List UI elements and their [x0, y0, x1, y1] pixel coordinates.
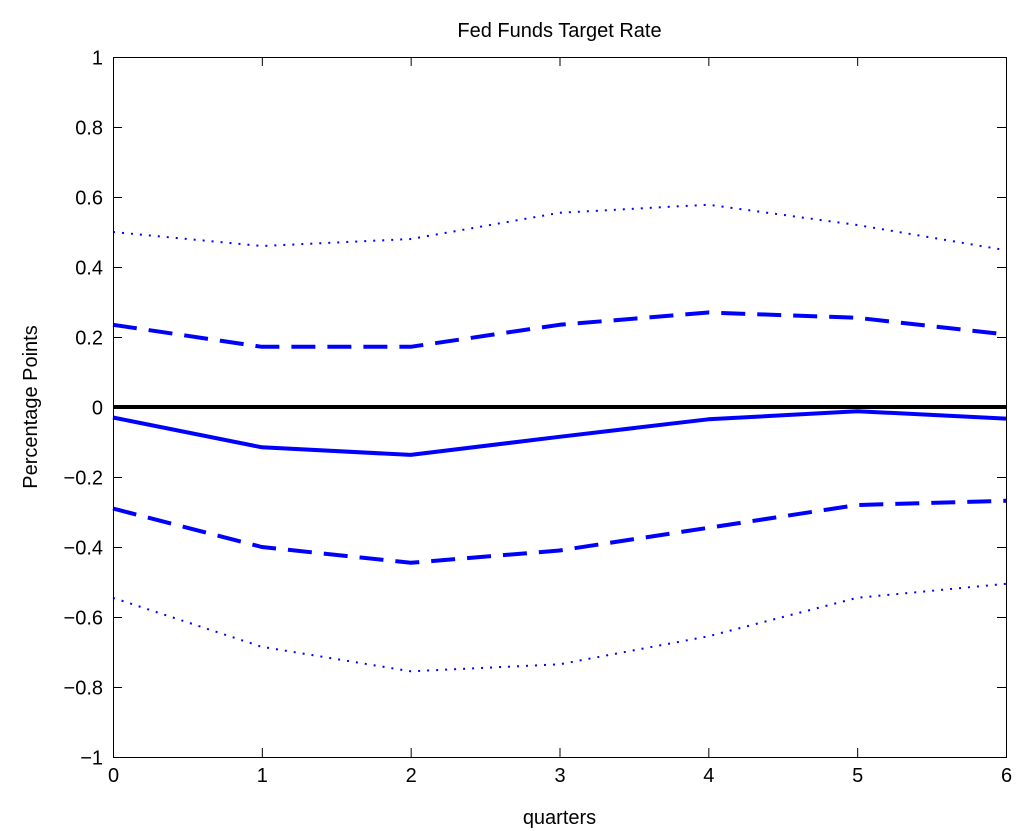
x-tick-label: 5	[852, 765, 863, 787]
x-tick-label: 1	[257, 765, 268, 787]
series-line-2-dashed	[112, 498, 1007, 565]
series-line-3-dotted	[112, 203, 1007, 252]
x-axis-label: quarters	[523, 807, 596, 829]
series-line-1-dashed	[112, 310, 1007, 349]
chart-title: Fed Funds Target Rate	[457, 20, 661, 42]
y-tick-label: −1	[80, 748, 103, 770]
y-tick-label: 1	[92, 48, 103, 70]
x-tick-label: 0	[108, 765, 119, 787]
series-line-0-solid	[112, 409, 1007, 457]
series-layer	[112, 203, 1007, 673]
y-tick-label: 0.6	[75, 188, 103, 210]
y-axis-label: Percentage Points	[20, 325, 42, 488]
y-tick-label: −0.4	[64, 538, 103, 560]
y-tick-label: 0	[92, 398, 103, 420]
x-tick-label: 3	[554, 765, 565, 787]
y-tick-label: 0.8	[75, 118, 103, 140]
y-tick-label: 0.2	[75, 328, 103, 350]
x-tick-label: 4	[703, 765, 714, 787]
y-tick-label: −0.8	[64, 678, 103, 700]
y-tick-label: 0.4	[75, 258, 103, 280]
x-tick-label: 2	[406, 765, 417, 787]
ticks-layer: 0 1 2 3 4 5 6 −1 −0.8 −0.6 −0.4 −0.2 0 0.2 0.4 0.6 0.8 1	[64, 48, 1013, 788]
y-tick-label: −0.2	[64, 468, 103, 490]
x-tick-label: 6	[1001, 765, 1012, 787]
y-tick-label: −0.6	[64, 608, 103, 630]
